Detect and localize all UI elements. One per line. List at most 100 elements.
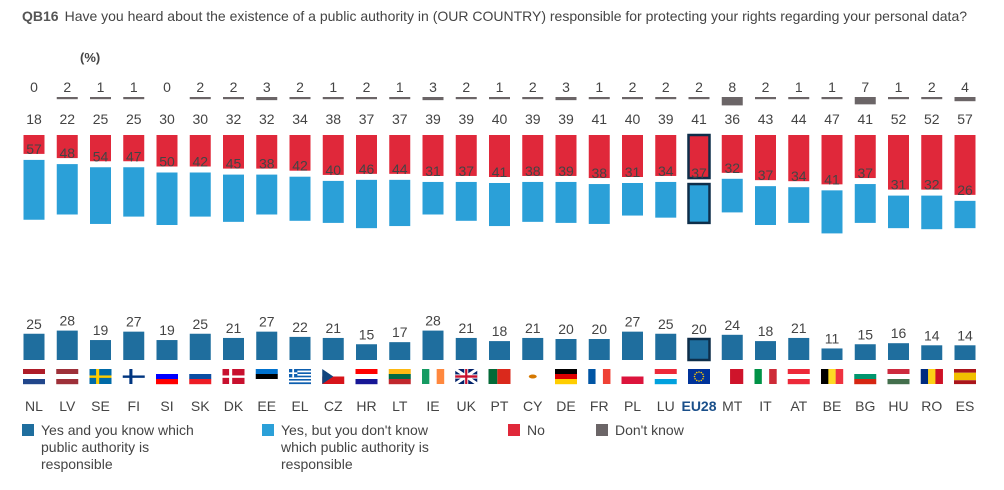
no-bar-ee (256, 135, 278, 169)
no-label-si: 30 (159, 111, 175, 127)
yes-know-label-lv: 28 (59, 313, 75, 329)
category-label-dk: DK (224, 398, 244, 414)
dont-know-bar-lu (655, 97, 677, 100)
no-label-eu28: 41 (691, 111, 707, 127)
yes-dont-know-label-ro: 32 (924, 177, 940, 193)
yes-dont-know-bar-bg (854, 184, 876, 223)
yes-dont-know-bar-si (156, 172, 178, 225)
yes-know-label-hr: 15 (359, 326, 375, 342)
dont-know-label-mt: 8 (728, 79, 736, 95)
yes-dont-know-bar-ee (256, 174, 278, 215)
flag-nl-icon (23, 369, 45, 385)
yes-know-label-ee: 27 (259, 314, 275, 330)
dont-know-bar-bg (854, 97, 876, 105)
no-label-sk: 30 (192, 111, 208, 127)
category-label-at: AT (790, 398, 807, 414)
category-label-pt: PT (491, 398, 509, 414)
flag-cz-icon (322, 369, 345, 384)
yes-know-bar-fr (588, 339, 610, 360)
no-bar-it (755, 135, 776, 181)
legend-item-yes-dont-know: Yes, but you don't know which public aut… (262, 422, 429, 473)
yes-know-bar-el (289, 336, 311, 360)
flag-hr-icon (355, 369, 378, 385)
flag-at-icon (787, 369, 810, 385)
dont-know-label-hu: 1 (895, 79, 903, 95)
yes-dont-know-label-hu: 31 (891, 177, 907, 193)
yes-dont-know-label-hr: 46 (359, 161, 375, 177)
yes-know-label-si: 19 (159, 322, 175, 338)
yes-dont-know-label-lv: 48 (59, 145, 75, 161)
yes-dont-know-label-sk: 42 (192, 154, 208, 170)
yes-dont-know-label-fr: 38 (591, 165, 607, 181)
dont-know-label-cz: 1 (329, 79, 337, 95)
yes-dont-know-label-si: 50 (159, 154, 175, 170)
no-bar-fr (588, 135, 610, 179)
yes-dont-know-label-it: 37 (758, 167, 774, 183)
dont-know-label-se: 1 (97, 79, 105, 95)
category-label-cy: CY (523, 398, 543, 414)
yes-dont-know-label-uk: 37 (458, 163, 474, 179)
category-label-lt: LT (392, 398, 408, 414)
category-label-si: SI (160, 398, 173, 414)
category-label-pl: PL (624, 398, 641, 414)
no-label-se: 25 (93, 111, 109, 127)
category-label-it: IT (759, 398, 772, 414)
yes-know-bar-eu28 (687, 337, 711, 362)
flag-es-icon (954, 369, 976, 385)
category-label-be: BE (823, 398, 842, 414)
flag-pt-icon (488, 369, 511, 384)
no-bar-el (289, 135, 311, 171)
category-label-ro: RO (921, 398, 942, 414)
yes-know-label-ie: 28 (425, 313, 441, 329)
yes-know-bar-at (788, 337, 810, 360)
no-label-cz: 38 (325, 111, 341, 127)
yes-know-bar-cz (322, 337, 344, 360)
yes-know-bar-si (156, 340, 178, 360)
yes-know-label-fr: 20 (591, 321, 607, 337)
no-label-pt: 40 (492, 111, 508, 127)
yes-dont-know-label-es: 26 (957, 182, 973, 198)
yes-dont-know-bar-it (755, 186, 776, 225)
category-label-fr: FR (590, 398, 609, 414)
yes-know-label-uk: 21 (458, 320, 474, 336)
no-bar-cz (322, 135, 344, 175)
no-label-dk: 32 (226, 111, 242, 127)
yes-know-bar-pl (622, 331, 643, 360)
category-label-bg: BG (855, 398, 875, 414)
yes-dont-know-bar-de (555, 181, 577, 223)
flag-lu-icon (654, 369, 677, 385)
yes-dont-know-bar-at (788, 187, 810, 223)
category-label-se: SE (91, 398, 110, 414)
flag-si-icon (156, 369, 178, 385)
no-bar-pt (489, 135, 510, 177)
dont-know-label-lu: 2 (662, 79, 670, 95)
category-label-fi: FI (128, 398, 140, 414)
no-bar-cy (522, 135, 544, 176)
dont-know-label-fi: 1 (130, 79, 138, 95)
yes-know-bar-mt (721, 334, 743, 360)
yes-know-label-it: 18 (758, 323, 774, 339)
yes-know-bar-uk (455, 337, 477, 360)
no-bar-uk (455, 135, 477, 176)
legend-item-dont-know: Don't know (596, 422, 684, 439)
dont-know-label-lv: 2 (63, 79, 71, 95)
dont-know-label-uk: 2 (462, 79, 470, 95)
dont-know-label-lt: 1 (396, 79, 404, 95)
yes-dont-know-bar-es (954, 200, 976, 229)
yes-dont-know-bar-be (821, 190, 843, 234)
no-label-be: 47 (824, 111, 840, 127)
yes-know-label-el: 22 (292, 319, 308, 335)
dont-know-bar-ee (256, 97, 278, 101)
dont-know-bar-be (821, 97, 843, 100)
no-bar-pl (622, 135, 643, 177)
legend-swatch-yes-know (22, 424, 34, 436)
no-bar-mt (721, 135, 743, 173)
flag-fi-icon (122, 369, 145, 384)
yes-dont-know-label-dk: 45 (226, 156, 242, 172)
no-bar-de (555, 135, 577, 176)
dont-know-label-sk: 2 (196, 79, 204, 95)
yes-dont-know-label-el: 42 (292, 158, 308, 174)
yes-know-bar-ee (256, 331, 278, 360)
yes-dont-know-bar-nl (23, 159, 45, 220)
yes-dont-know-bar-pt (489, 183, 510, 227)
